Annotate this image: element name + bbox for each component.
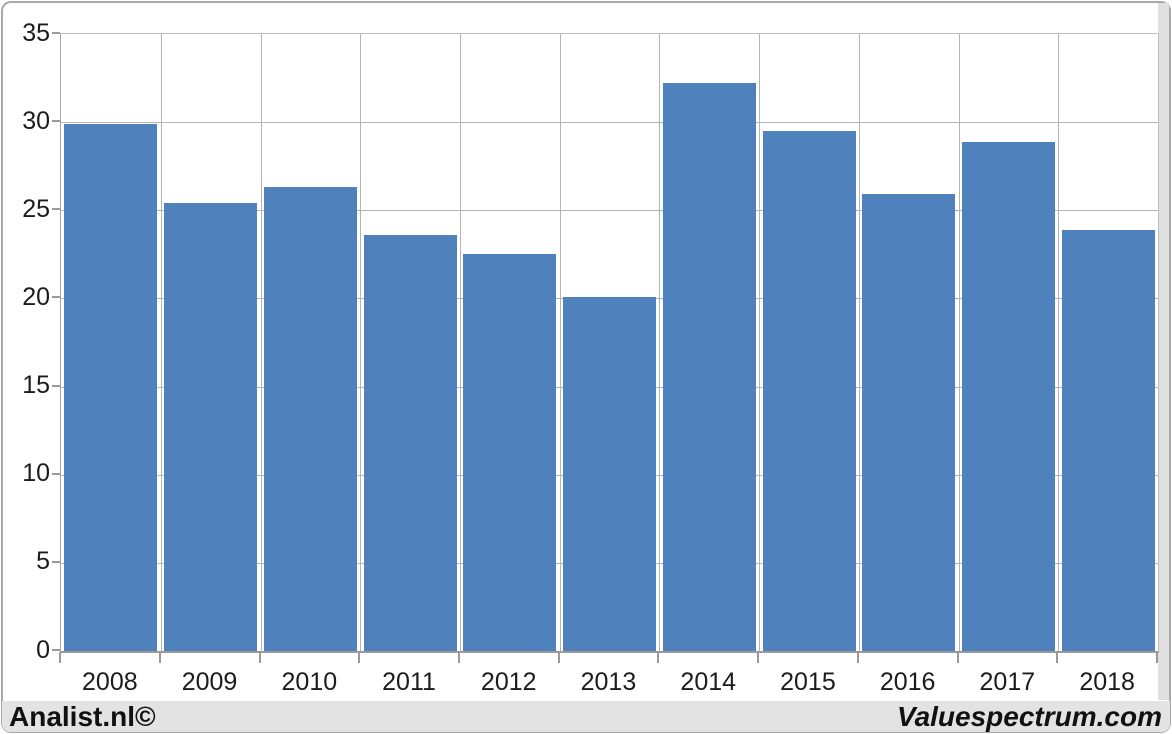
x-axis-tick	[856, 652, 859, 663]
bar-2008	[64, 123, 158, 651]
right-margin-strip	[1158, 3, 1169, 700]
gridline-vertical	[360, 34, 362, 651]
x-axis-tick	[956, 652, 959, 663]
x-axis-tick	[457, 652, 460, 663]
bar-2009	[164, 203, 258, 651]
x-axis-tick	[757, 652, 760, 663]
bar-2010	[263, 187, 357, 651]
y-axis-tick	[52, 120, 60, 123]
x-axis-label-2018: 2018	[1079, 668, 1135, 696]
gridline-vertical	[659, 34, 661, 651]
x-axis-label-2011: 2011	[382, 668, 436, 696]
y-axis-label-5: 5	[36, 547, 50, 576]
bar-2011	[363, 235, 457, 651]
y-axis-tick	[52, 560, 60, 563]
x-axis-label-2016: 2016	[879, 668, 936, 696]
gridline-horizontal	[61, 122, 1158, 124]
bar-2014	[662, 83, 756, 651]
y-axis-tick	[52, 208, 60, 211]
y-axis-label-30: 30	[22, 106, 50, 135]
x-axis-label-2012: 2012	[480, 668, 537, 696]
x-axis-label-2008: 2008	[82, 668, 138, 696]
analist-watermark: Analist.nl©	[9, 700, 156, 732]
y-axis-label-25: 25	[22, 194, 50, 223]
gridline-vertical	[1058, 34, 1060, 651]
y-axis-tick	[52, 384, 60, 387]
gridline-vertical	[160, 34, 162, 651]
bar-2016	[862, 194, 956, 651]
y-axis-tick	[52, 32, 60, 34]
y-axis-tick	[52, 472, 60, 475]
x-axis-label-2010: 2010	[281, 668, 338, 696]
x-axis-label-2009: 2009	[181, 668, 238, 696]
x-axis-tick	[258, 652, 261, 663]
gridline-vertical	[958, 34, 960, 651]
bar-2013	[563, 296, 656, 651]
x-axis-label-2013: 2013	[580, 668, 637, 696]
x-axis-tick	[557, 652, 560, 663]
bar-2015	[762, 131, 856, 651]
gridline-vertical	[858, 34, 860, 651]
x-axis-tick	[59, 652, 61, 663]
x-axis-label-2017: 2017	[979, 668, 1036, 696]
gridline-vertical	[260, 34, 262, 651]
x-axis-tick	[158, 652, 161, 663]
x-axis-label-2015: 2015	[780, 668, 836, 696]
y-axis-label-10: 10	[22, 459, 50, 488]
y-axis-tick	[52, 649, 60, 651]
bar-2017	[961, 141, 1055, 651]
bar-2018	[1061, 229, 1155, 651]
plot-area	[60, 33, 1159, 653]
y-axis-label-0: 0	[36, 635, 50, 664]
gridline-vertical	[459, 34, 461, 651]
x-axis-tick	[1056, 652, 1059, 663]
x-axis-tick	[657, 652, 660, 663]
x-axis-tick	[358, 652, 361, 663]
bar-2012	[463, 254, 557, 651]
gridline-vertical	[759, 34, 761, 651]
x-axis-label-2014: 2014	[680, 668, 737, 696]
y-axis-label-20: 20	[22, 282, 50, 311]
y-axis-tick	[52, 296, 60, 299]
y-axis-label-35: 35	[22, 18, 50, 47]
gridline-vertical	[559, 34, 561, 651]
x-axis-tick	[1156, 652, 1158, 663]
gridline-horizontal	[61, 210, 1158, 212]
y-axis-label-15: 15	[22, 371, 50, 400]
footer-band: Analist.nl© Valuespectrum.com	[2, 701, 1170, 732]
valuespectrum-watermark: Valuespectrum.com	[896, 700, 1162, 732]
